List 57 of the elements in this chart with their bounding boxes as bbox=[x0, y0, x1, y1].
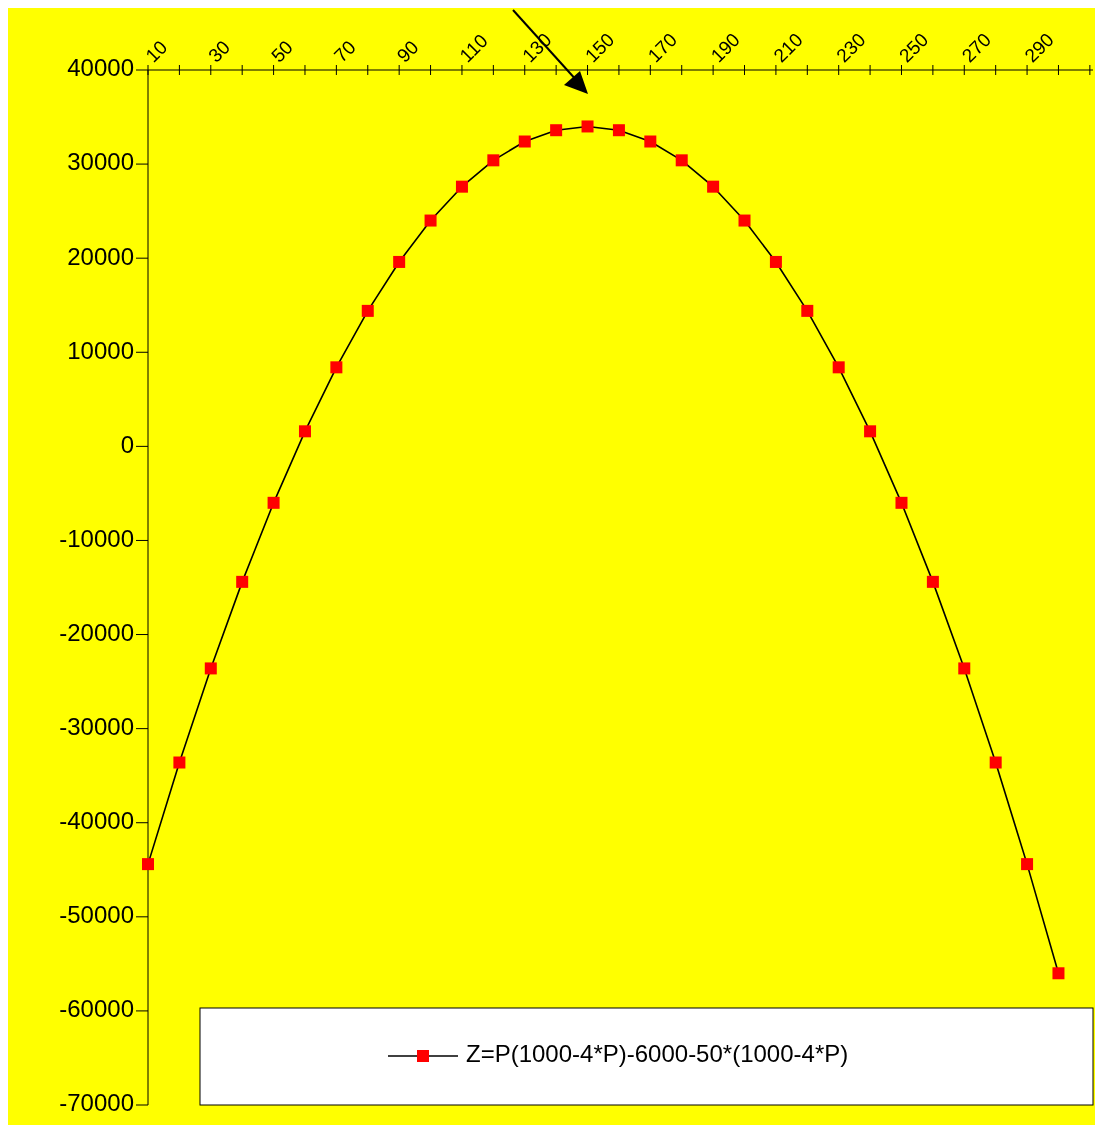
y-tick-label: -50000 bbox=[59, 901, 134, 929]
x-tick-label: 10 bbox=[141, 36, 172, 67]
point bbox=[895, 496, 908, 509]
point bbox=[832, 361, 845, 374]
point bbox=[518, 135, 531, 148]
x-tick-label: 70 bbox=[329, 36, 360, 67]
y-tick-label: -60000 bbox=[59, 995, 134, 1023]
y-tick-label: 10000 bbox=[67, 336, 134, 364]
y-tick-label: -70000 bbox=[59, 1089, 134, 1117]
x-tick-label: 50 bbox=[267, 36, 297, 67]
point bbox=[173, 756, 186, 769]
y-tick-label: -20000 bbox=[59, 618, 134, 646]
x-tick-label: 170 bbox=[643, 29, 682, 67]
point bbox=[204, 662, 217, 675]
point bbox=[644, 135, 657, 148]
point bbox=[926, 575, 939, 588]
y-tick-label: 30000 bbox=[67, 148, 134, 176]
point bbox=[142, 858, 154, 871]
point bbox=[1021, 858, 1034, 871]
legend-label: Z=P(1000-4*P)-6000-50*(1000-4*P) bbox=[466, 1040, 849, 1068]
point bbox=[236, 575, 249, 588]
y-tick-label: -10000 bbox=[59, 524, 134, 552]
point bbox=[267, 496, 280, 509]
x-tick-label: 150 bbox=[581, 29, 619, 67]
point bbox=[801, 304, 814, 317]
y-tick-label: 0 bbox=[120, 430, 134, 458]
point bbox=[707, 180, 720, 193]
x-tick-label: 30 bbox=[204, 36, 235, 67]
y-tick-label: 40000 bbox=[67, 54, 134, 82]
point bbox=[958, 662, 971, 675]
point bbox=[455, 180, 468, 193]
x-tick-label: 190 bbox=[706, 29, 744, 67]
x-tick-label: 90 bbox=[392, 36, 423, 67]
point bbox=[675, 154, 688, 167]
x-tick-label: 270 bbox=[957, 29, 996, 67]
point bbox=[1052, 967, 1065, 980]
point bbox=[424, 214, 437, 227]
y-tick-label: 20000 bbox=[67, 242, 134, 270]
point bbox=[738, 214, 751, 227]
point bbox=[393, 255, 406, 268]
point bbox=[581, 120, 594, 133]
x-tick-label: 250 bbox=[895, 29, 933, 67]
point bbox=[612, 124, 625, 137]
point bbox=[298, 425, 311, 438]
point bbox=[330, 361, 343, 374]
point bbox=[864, 425, 877, 438]
x-tick-label: 290 bbox=[1020, 29, 1058, 67]
point bbox=[361, 304, 374, 317]
point bbox=[487, 154, 500, 167]
y-tick-label: -40000 bbox=[59, 807, 134, 835]
point bbox=[989, 756, 1002, 769]
point bbox=[550, 124, 563, 137]
x-tick-label: 230 bbox=[832, 29, 870, 67]
point bbox=[769, 255, 782, 268]
x-tick-label: 110 bbox=[455, 30, 492, 67]
y-tick-label: -30000 bbox=[59, 712, 134, 740]
x-tick-label: 210 bbox=[769, 29, 807, 67]
